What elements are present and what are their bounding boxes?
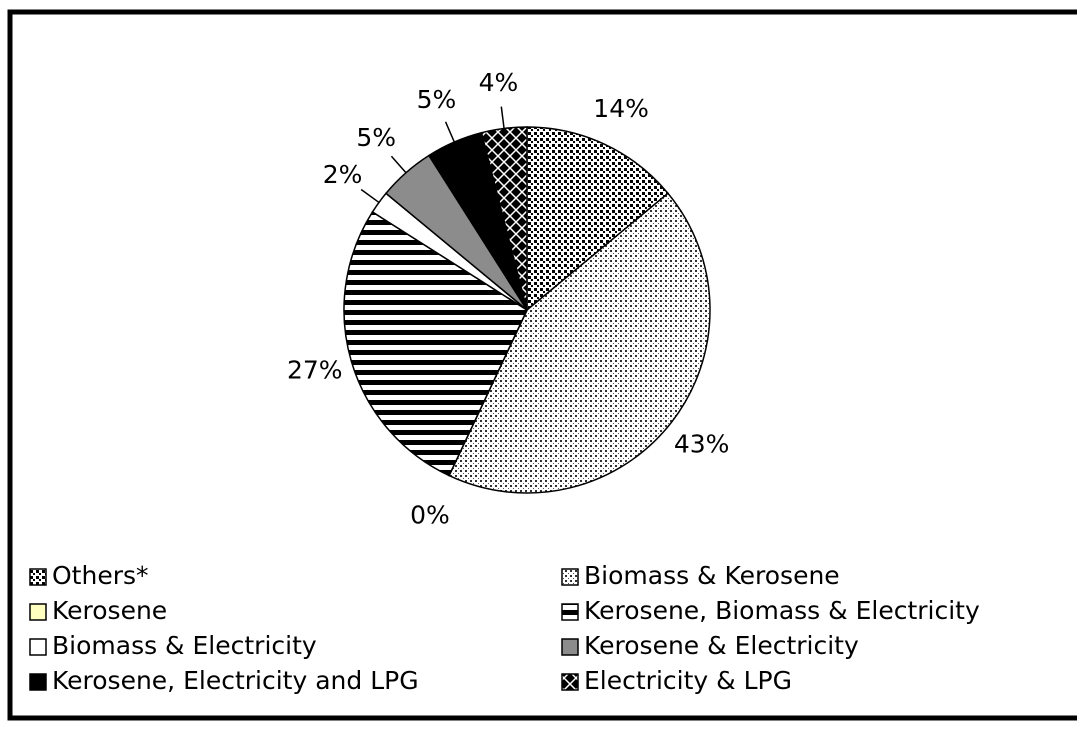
legend-label: Kerosene: [52, 596, 167, 625]
data-label: 5%: [417, 85, 457, 114]
legend-label: Kerosene, Electricity and LPG: [52, 666, 419, 695]
pie-slice: [526, 126, 670, 312]
data-label: 5%: [356, 123, 396, 152]
leader-line: [444, 121, 456, 143]
legend-swatch: [29, 673, 47, 691]
data-label: 0%: [410, 500, 450, 529]
data-label: 27%: [287, 356, 343, 385]
legend-label: Kerosene, Biomass & Electricity: [584, 596, 980, 625]
pie-slice: [343, 210, 528, 477]
leader-line: [500, 106, 505, 129]
data-label: 43%: [674, 429, 730, 458]
legend-label: Biomass & Kerosene: [584, 561, 840, 590]
data-label: 14%: [593, 94, 649, 123]
data-label: 2%: [323, 160, 363, 189]
legend-swatch: [561, 638, 579, 656]
pie-slice: [480, 126, 528, 311]
frame: [7, 9, 1077, 721]
legend-label: Biomass & Electricity: [52, 631, 317, 660]
legend-swatch: [29, 603, 47, 621]
pie-slice: [448, 192, 711, 494]
leader-line: [360, 188, 380, 204]
legend-swatch: [29, 568, 47, 586]
legend-label: Kerosene & Electricity: [584, 631, 859, 660]
data-label: 4%: [479, 68, 519, 97]
legend-label: Electricity & LPG: [584, 666, 792, 695]
legend-swatch: [561, 673, 579, 691]
leader-line: [390, 155, 407, 174]
legend-swatch: [29, 638, 47, 656]
legend-swatch: [561, 603, 579, 621]
legend-swatch: [561, 568, 579, 586]
legend-label: Others*: [52, 561, 149, 590]
